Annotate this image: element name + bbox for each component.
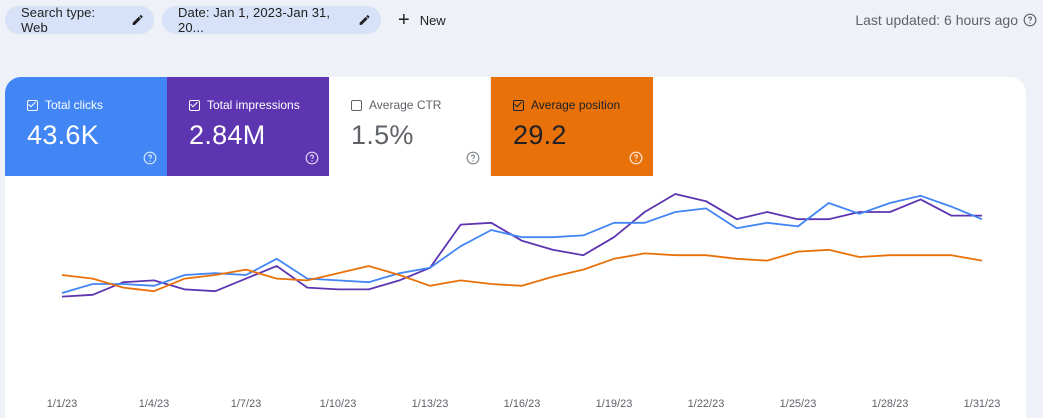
checkbox-icon[interactable]	[189, 99, 200, 111]
help-circle-icon[interactable]	[1023, 13, 1037, 27]
x-axis-tick-label: 1/13/23	[412, 398, 449, 410]
series-line-impressions[interactable]	[61, 193, 982, 298]
metric-average-ctr[interactable]: Average CTR 1.5%	[329, 77, 491, 176]
x-axis-tick-label: 1/31/23	[964, 398, 1001, 410]
metric-label: Total clicks	[45, 98, 104, 112]
checkbox-icon[interactable]	[513, 99, 524, 111]
x-axis-tick-label: 1/1/23	[47, 398, 78, 410]
checkbox-icon[interactable]	[351, 99, 362, 111]
metric-total-impressions[interactable]: Total impressions 2.84M	[167, 77, 329, 176]
new-filter-button[interactable]: + New	[398, 6, 446, 34]
new-filter-label: New	[419, 12, 446, 28]
checkbox-icon[interactable]	[27, 99, 38, 111]
help-circle-icon[interactable]	[305, 151, 319, 165]
x-axis-tick-label: 1/25/23	[780, 398, 817, 410]
last-updated-status: Last updated: 6 hours ago	[855, 6, 1037, 34]
help-circle-icon[interactable]	[629, 151, 643, 165]
x-axis-tick-label: 1/28/23	[872, 398, 909, 410]
metric-label: Average CTR	[369, 98, 442, 112]
last-updated-text: Last updated: 6 hours ago	[855, 12, 1018, 28]
x-axis-tick-label: 1/4/23	[139, 398, 170, 410]
help-circle-icon[interactable]	[466, 151, 480, 165]
performance-card: Total clicks 43.6K Total impressions 2.8…	[5, 77, 1026, 418]
metric-value: 2.84M	[189, 120, 266, 150]
metric-label: Average position	[531, 98, 621, 112]
date-filter-chip[interactable]: Date: Jan 1, 2023-Jan 31, 20...	[162, 5, 381, 35]
performance-line-chart[interactable]: 1/1/23 1/4/23 1/7/23 1/10/23 1/13/23 1/16/23 1…	[5, 77, 1026, 418]
metric-value: 29.2	[513, 120, 567, 150]
pencil-icon[interactable]	[358, 13, 371, 27]
x-axis-tick-label: 1/7/23	[231, 398, 262, 410]
metric-value: 43.6K	[27, 120, 100, 150]
search-type-filter-chip[interactable]: Search type: Web	[5, 5, 154, 35]
metric-total-clicks[interactable]: Total clicks 43.6K	[5, 77, 167, 176]
date-filter-label: Date: Jan 1, 2023-Jan 31, 20...	[178, 5, 331, 35]
x-axis-tick-label: 1/22/23	[688, 398, 725, 410]
x-axis-tick-label: 1/16/23	[504, 398, 541, 410]
plus-icon: +	[398, 9, 410, 31]
help-circle-icon[interactable]	[143, 151, 157, 165]
x-axis-tick-label: 1/19/23	[596, 398, 633, 410]
search-type-filter-label: Search type: Web	[21, 5, 96, 35]
metric-label: Total impressions	[207, 98, 300, 112]
x-axis-tick-label: 1/10/23	[320, 398, 357, 410]
series-line-position[interactable]	[61, 248, 983, 293]
pencil-icon[interactable]	[131, 13, 144, 27]
series-line-clicks[interactable]	[61, 194, 983, 294]
metric-average-position[interactable]: Average position 29.2	[491, 77, 653, 176]
metric-value: 1.5%	[351, 120, 414, 150]
